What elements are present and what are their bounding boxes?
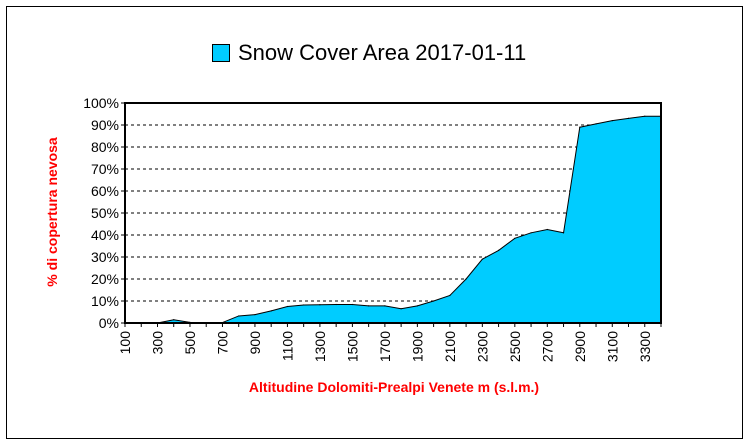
data-point bbox=[530, 232, 532, 234]
y-tick-label: 70% bbox=[91, 161, 119, 177]
x-tick-label: 2500 bbox=[507, 331, 523, 362]
x-tick-label: 2900 bbox=[572, 331, 588, 362]
data-point bbox=[238, 315, 240, 317]
x-tick-label: 900 bbox=[247, 331, 263, 355]
legend-label: Snow Cover Area 2017-01-11 bbox=[238, 40, 527, 65]
y-tick-label: 100% bbox=[83, 95, 119, 111]
x-tick-label: 3100 bbox=[604, 331, 620, 362]
legend-swatch bbox=[212, 44, 230, 62]
x-tick-label: 1700 bbox=[377, 331, 393, 362]
x-tick-label: 1500 bbox=[344, 331, 360, 362]
x-tick-label: 700 bbox=[214, 331, 230, 355]
x-tick-label: 100 bbox=[117, 331, 133, 355]
data-point bbox=[286, 305, 289, 308]
data-point bbox=[400, 308, 402, 310]
data-point bbox=[611, 120, 613, 122]
x-tick-label: 1100 bbox=[279, 331, 295, 361]
x-tick-label: 2700 bbox=[539, 331, 555, 362]
data-point bbox=[433, 300, 435, 302]
y-tick-label: 30% bbox=[91, 249, 119, 265]
y-tick-label: 90% bbox=[91, 117, 119, 133]
x-tick-label: 1900 bbox=[409, 331, 425, 362]
data-point bbox=[254, 314, 256, 316]
data-point bbox=[595, 123, 597, 125]
y-axis-ticks: 0% 10% 20% 30% 40% 50% 60% 70% 80% 90% 100% bbox=[83, 95, 125, 331]
x-tick-label: 1300 bbox=[312, 331, 328, 362]
data-point bbox=[270, 310, 272, 312]
data-point bbox=[351, 303, 353, 306]
data-point bbox=[546, 228, 548, 231]
data-point bbox=[449, 294, 451, 297]
y-tick-label: 20% bbox=[91, 271, 119, 287]
legend: Snow Cover Area 2017-01-11 bbox=[212, 38, 526, 68]
x-tick-label: 3300 bbox=[637, 331, 653, 362]
data-point bbox=[465, 278, 467, 280]
data-point bbox=[562, 232, 565, 234]
x-tick-label: 300 bbox=[149, 331, 165, 355]
y-tick-label: 60% bbox=[91, 183, 119, 199]
data-point bbox=[368, 305, 370, 307]
data-point bbox=[627, 117, 630, 119]
y-tick-label: 40% bbox=[91, 227, 119, 243]
x-axis-ticks: 100 300 500 700 900 1100 1300 1500 1700 1900 2100 2… bbox=[117, 323, 662, 362]
data-point bbox=[579, 126, 581, 128]
data-point bbox=[481, 258, 483, 260]
data-point bbox=[644, 115, 646, 117]
x-axis-title: Altitudine Dolomiti-Prealpi Venete m (s.… bbox=[249, 379, 539, 395]
y-axis-title: % di copertura nevosa bbox=[44, 137, 60, 287]
data-point bbox=[319, 304, 321, 306]
data-point bbox=[514, 237, 516, 239]
data-point bbox=[335, 303, 337, 306]
data-point bbox=[416, 305, 418, 307]
x-tick-label: 2100 bbox=[442, 331, 458, 362]
x-tick-label: 500 bbox=[182, 331, 198, 355]
data-point bbox=[497, 249, 500, 251]
data-point bbox=[384, 305, 386, 307]
x-tick-label: 2300 bbox=[474, 331, 490, 362]
y-tick-label: 50% bbox=[91, 205, 119, 221]
y-tick-label: 80% bbox=[91, 139, 119, 155]
data-point bbox=[303, 304, 305, 306]
data-point bbox=[173, 319, 175, 321]
y-tick-label: 0% bbox=[99, 315, 119, 331]
y-tick-label: 10% bbox=[91, 293, 119, 309]
